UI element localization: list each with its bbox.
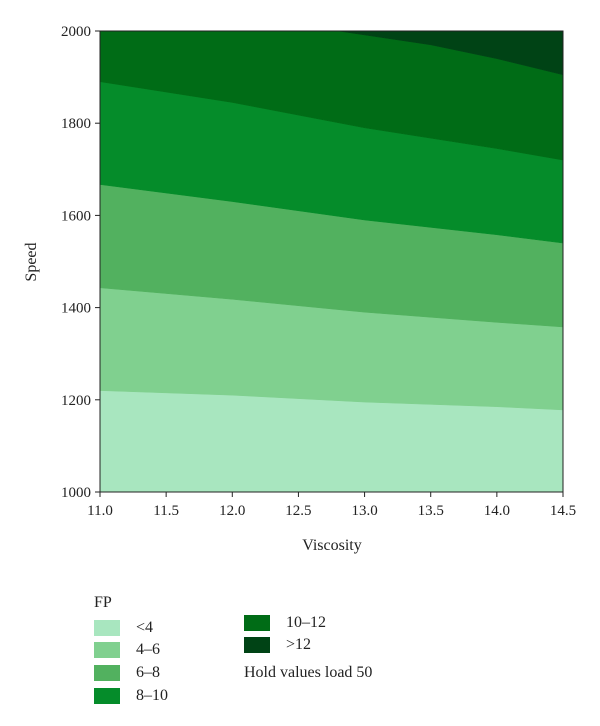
legend-label: <4: [136, 619, 154, 636]
contour-chart: 11.0 11.5 12.0 12.5 13.0 13.5 14.0 14.5 1000 1200…: [23, 24, 576, 554]
legend-item-gt12: >12: [244, 636, 311, 654]
legend-label: 4–6: [136, 641, 160, 658]
x-tick-label: 13.5: [418, 503, 444, 519]
legend-swatch: [244, 637, 270, 653]
x-tick-label: 11.0: [87, 503, 113, 519]
x-tick-label: 14.0: [484, 503, 510, 519]
legend-item-4-6: 4–6: [94, 641, 160, 659]
plot-frame: [99, 30, 564, 493]
legend-swatch: [94, 688, 120, 704]
contour-regions: [99, 30, 564, 493]
hold-values-note: Hold values load 50: [244, 664, 373, 681]
x-tick-label: 12.5: [285, 503, 311, 519]
x-tick-label: 12.0: [219, 503, 245, 519]
legend-item-8-10: 8–10: [94, 687, 168, 705]
y-tick-label: 1400: [61, 301, 91, 317]
legend-swatch: [94, 642, 120, 658]
axes: 11.0 11.5 12.0 12.5 13.0 13.5 14.0 14.5 1000 1200…: [61, 24, 576, 519]
x-tick-label: 11.5: [153, 503, 179, 519]
legend: FP <4 4–6 6–8 8–10 10–12 >12 Hold values…: [94, 594, 514, 714]
legend-label: 6–8: [136, 664, 160, 681]
legend-item-lt4: <4: [94, 619, 153, 637]
y-axis-label: Speed: [23, 242, 40, 281]
legend-item-10-12: 10–12: [244, 614, 326, 632]
y-tick-label: 1600: [61, 208, 91, 224]
legend-label: 10–12: [286, 614, 326, 631]
y-tick-label: 2000: [61, 24, 91, 40]
y-tick-label: 1200: [61, 393, 91, 409]
legend-label: 8–10: [136, 687, 168, 704]
legend-swatch: [94, 665, 120, 681]
x-tick-label: 13.0: [351, 503, 377, 519]
y-tick-label: 1000: [61, 485, 91, 501]
x-tick-label: 14.5: [550, 503, 576, 519]
legend-title: FP: [94, 594, 112, 611]
legend-item-6-8: 6–8: [94, 664, 160, 682]
y-tick-label: 1800: [61, 116, 91, 132]
legend-label: >12: [286, 636, 312, 653]
legend-swatch: [94, 620, 120, 636]
x-axis-label: Viscosity: [302, 537, 361, 554]
legend-swatch: [244, 615, 270, 631]
